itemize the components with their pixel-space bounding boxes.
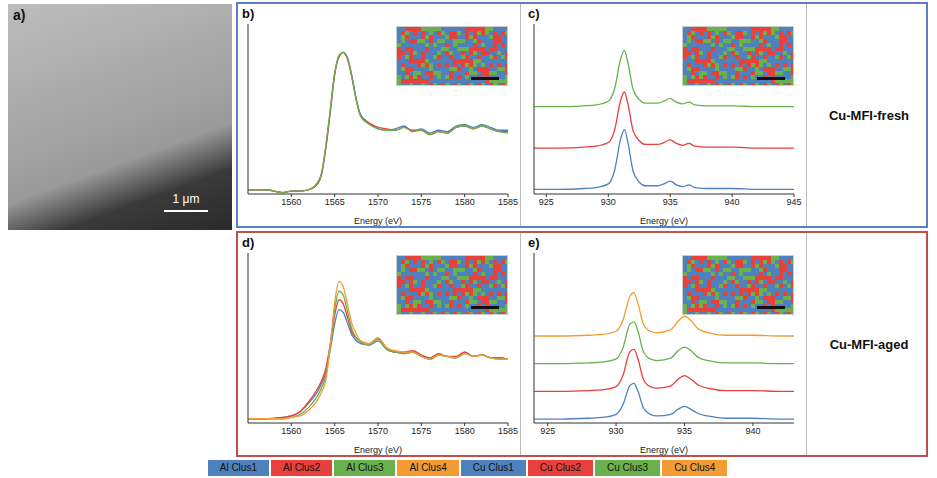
html-text:Al Clus2: Al Clus2: [283, 462, 321, 473]
svg-text:930: 930: [601, 197, 616, 207]
html-text:Cu Clus2: Cu Clus2: [539, 462, 581, 473]
html-text:Al Clus4: Al Clus4: [409, 462, 447, 473]
svg-text:1580: 1580: [455, 197, 475, 207]
html-text:1 μm: 1 μm: [172, 192, 200, 206]
svg-text:1570: 1570: [368, 197, 388, 207]
svg-text:Energy (eV): Energy (eV): [354, 445, 402, 455]
svg-text:Energy (eV): Energy (eV): [640, 216, 688, 226]
html-text:Al Clus3: Al Clus3: [346, 462, 384, 473]
html-text:Cu Clus3: Cu Clus3: [607, 462, 649, 473]
html-text:d): d): [242, 235, 255, 250]
svg-text:940: 940: [745, 426, 760, 436]
svg-text:1565: 1565: [325, 197, 345, 207]
html-text:a): a): [13, 7, 26, 23]
html-text:Cu-MFI-fresh: Cu-MFI-fresh: [828, 107, 910, 123]
svg-text:1585: 1585: [498, 426, 518, 436]
svg-text:1585: 1585: [498, 197, 518, 207]
svg-text:945: 945: [786, 197, 801, 207]
svg-text:940: 940: [725, 197, 740, 207]
svg-text:925: 925: [539, 197, 554, 207]
html-text:Cu Clus4: Cu Clus4: [674, 462, 716, 473]
svg-text:925: 925: [540, 426, 555, 436]
svg-text:Energy (eV): Energy (eV): [640, 445, 688, 455]
svg-text:935: 935: [677, 426, 692, 436]
svg-text:1560: 1560: [281, 197, 301, 207]
svg-text:1565: 1565: [325, 426, 345, 436]
svg-text:1575: 1575: [411, 197, 431, 207]
svg-text:1560: 1560: [281, 426, 301, 436]
html-text:e): e): [528, 235, 540, 250]
svg-text:1570: 1570: [368, 426, 388, 436]
svg-text:935: 935: [663, 197, 678, 207]
html-text:Al Clus1: Al Clus1: [219, 462, 257, 473]
html-text:b): b): [242, 6, 255, 21]
svg-text:1580: 1580: [455, 426, 475, 436]
html-text:c): c): [528, 6, 540, 21]
svg-text:1575: 1575: [411, 426, 431, 436]
html-text:Cu Clus1: Cu Clus1: [472, 462, 514, 473]
svg-text:930: 930: [609, 426, 624, 436]
svg-text:Energy (eV): Energy (eV): [354, 216, 402, 226]
html-text:Cu-MFI-aged: Cu-MFI-aged: [829, 336, 909, 352]
